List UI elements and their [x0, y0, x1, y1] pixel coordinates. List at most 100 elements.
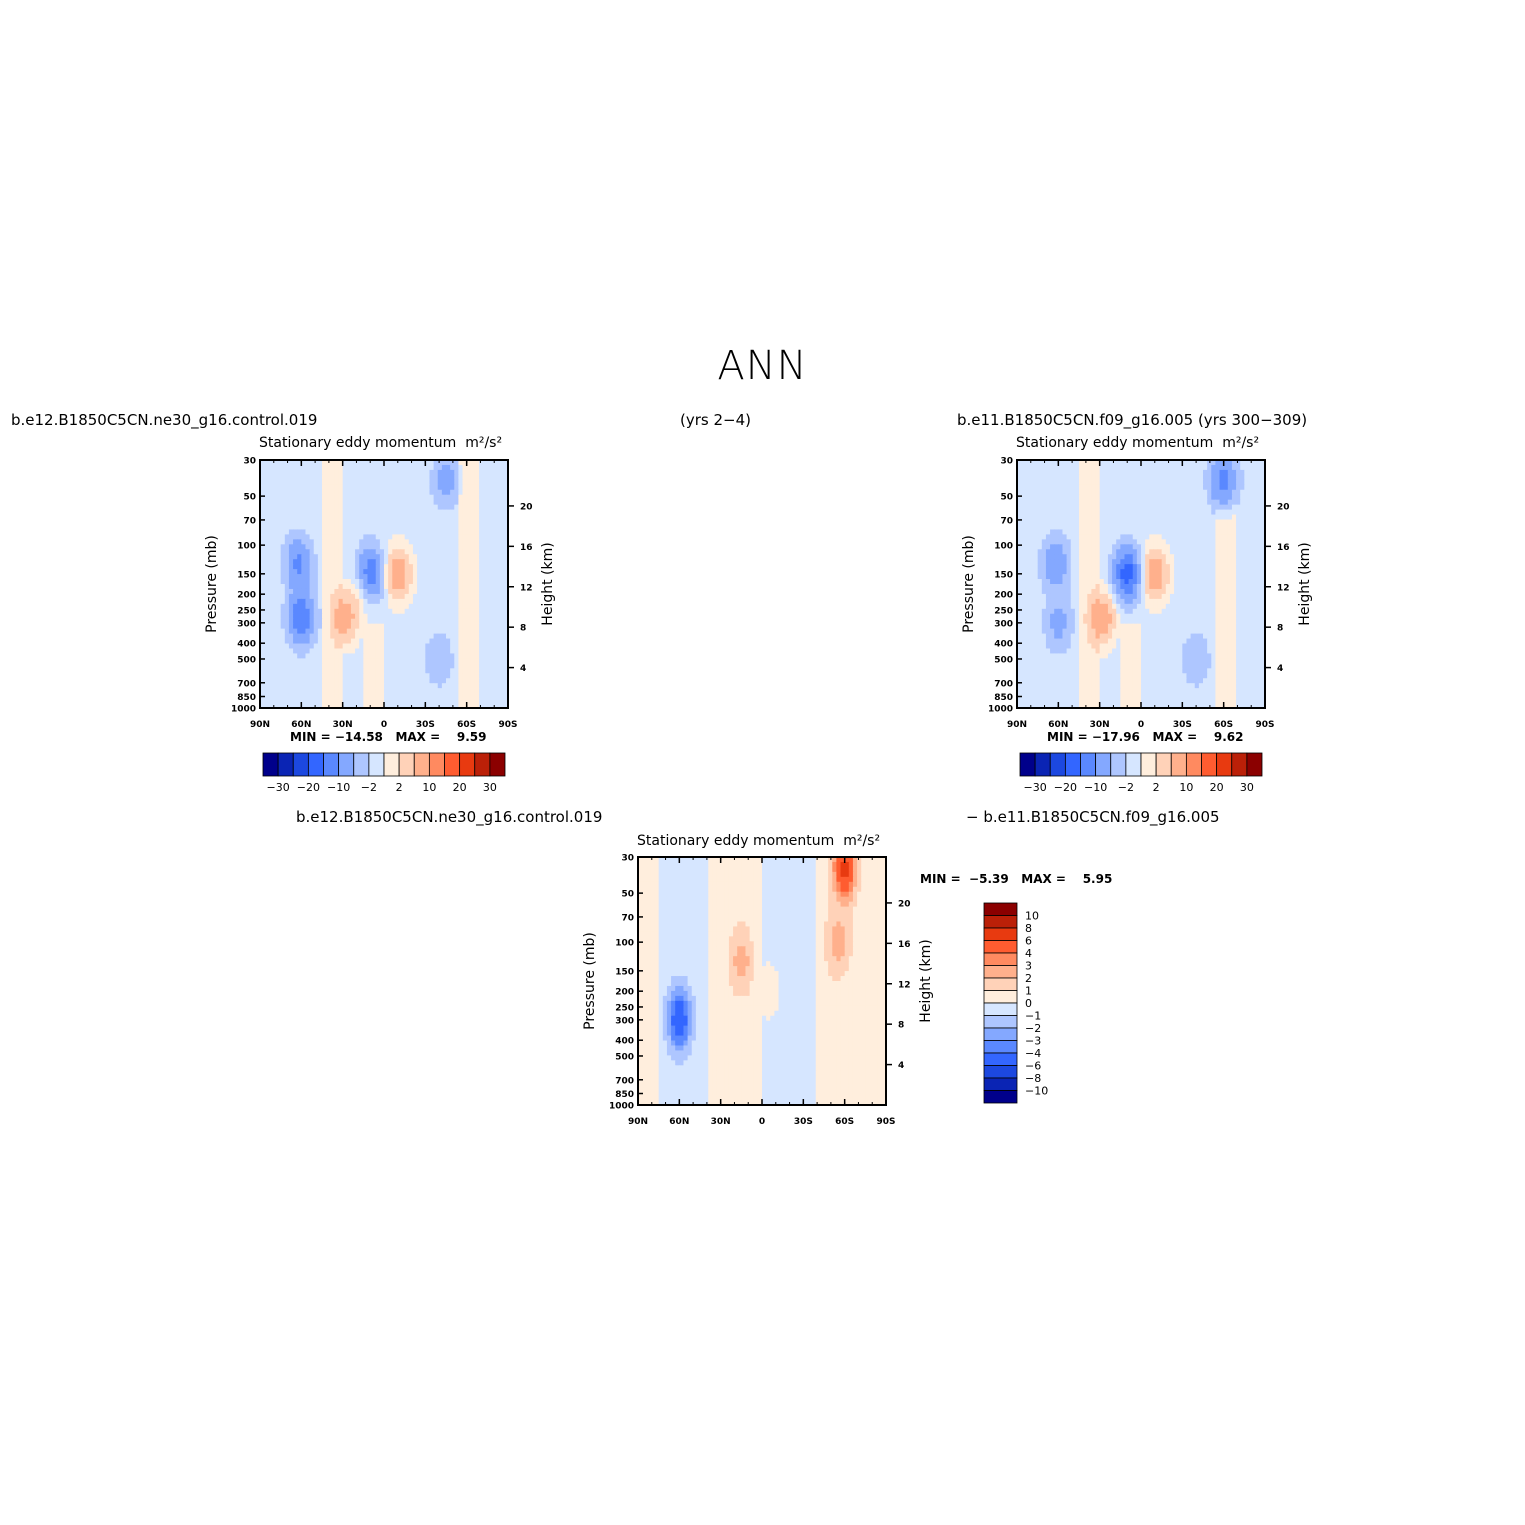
contour-cell — [1128, 584, 1134, 590]
contour-cell — [1017, 499, 1022, 506]
contour-cell — [1058, 554, 1064, 560]
contour-cell — [1017, 504, 1022, 511]
contour-cell — [313, 539, 319, 545]
contour-cell — [441, 623, 447, 630]
contour-cell — [1079, 564, 1084, 570]
contour-cell — [1145, 489, 1150, 496]
contour-cell — [454, 514, 459, 521]
contour-cell — [1240, 608, 1245, 615]
contour-cell — [1128, 574, 1134, 580]
contour-cell — [495, 628, 501, 635]
contour-cell — [1211, 549, 1216, 555]
contour-cell — [1058, 579, 1064, 585]
contour-cell — [1037, 514, 1043, 521]
contour-cell — [417, 603, 422, 610]
contour-cell — [400, 598, 406, 605]
contour-cell — [1256, 529, 1262, 535]
contour-cell — [1116, 574, 1121, 580]
contour-cell — [470, 584, 476, 590]
contour-cell — [474, 489, 480, 496]
contour-cell — [322, 678, 327, 684]
contour-cell — [1236, 494, 1241, 501]
contour-cell — [1066, 474, 1072, 481]
contour-cell — [371, 638, 377, 645]
contour-cell — [1041, 479, 1047, 486]
contour-cell — [322, 494, 327, 501]
contour-cell — [458, 628, 464, 635]
contour-cell — [1029, 574, 1035, 580]
contour-cell — [1219, 519, 1225, 526]
contour-cell — [371, 519, 377, 526]
contour-cell — [293, 643, 298, 650]
contour-cell — [479, 519, 484, 526]
contour-cell — [1025, 544, 1030, 550]
contour-cell — [317, 653, 323, 659]
contour-cell — [1025, 584, 1030, 590]
contour-cell — [1120, 460, 1126, 466]
contour-cell — [425, 469, 431, 476]
contour-cell — [1194, 489, 1200, 496]
contour-cell — [1153, 574, 1159, 580]
contour-cell — [1182, 608, 1188, 615]
contour-cell — [284, 569, 290, 575]
contour-cell — [1103, 588, 1109, 595]
contour-cell — [1260, 469, 1266, 476]
contour-cell — [1211, 529, 1216, 535]
contour-cell — [1198, 494, 1204, 501]
contour-cell — [1174, 608, 1179, 615]
contour-cell — [1054, 494, 1059, 501]
contour-cell — [417, 648, 422, 655]
contour-cell — [1186, 529, 1192, 535]
contour-cell — [359, 703, 364, 709]
contour-cell — [384, 579, 389, 585]
contour-cell — [1070, 529, 1076, 535]
x-tick-label: 90N — [250, 720, 270, 730]
contour-cell — [297, 479, 302, 486]
contour-cell — [433, 549, 439, 555]
contour-cell — [375, 618, 381, 625]
contour-cell — [326, 663, 331, 669]
contour-cell — [1124, 504, 1130, 511]
contour-cell — [338, 504, 344, 511]
contour-cell — [326, 559, 331, 565]
contour-cell — [1079, 603, 1084, 610]
contour-cell — [384, 628, 389, 635]
contour-cell — [1161, 549, 1167, 555]
contour-cell — [1203, 489, 1208, 496]
contour-cell — [1124, 534, 1130, 540]
contour-cell — [479, 584, 484, 590]
contour-cell — [470, 668, 476, 674]
contour-cell — [293, 489, 298, 496]
contour-cell — [400, 628, 406, 635]
contour-cell — [1033, 554, 1039, 560]
contour-cell — [313, 474, 319, 481]
contour-cell — [1211, 564, 1216, 570]
contour-cell — [417, 633, 422, 640]
contour-cell — [479, 474, 484, 481]
contour-cell — [1091, 539, 1097, 545]
contour-cell — [487, 613, 493, 620]
contour-cell — [338, 663, 344, 669]
contour-cell — [288, 554, 294, 560]
contour-cell — [1203, 479, 1208, 486]
contour-cell — [466, 673, 472, 679]
contour-cell — [1107, 593, 1113, 600]
contour-cell — [363, 509, 369, 516]
contour-cell — [1161, 479, 1167, 486]
contour-cell — [1240, 569, 1245, 575]
contour-cell — [392, 638, 397, 645]
contour-cell — [379, 569, 385, 575]
contour-cell — [350, 559, 356, 565]
contour-cell — [359, 693, 364, 699]
contour-cell — [342, 494, 348, 501]
contour-cell — [392, 633, 397, 640]
contour-cell — [334, 569, 340, 575]
contour-cell — [388, 464, 393, 471]
contour-cell — [450, 549, 455, 555]
contour-cell — [268, 588, 273, 595]
contour-cell — [371, 494, 377, 501]
contour-cell — [1182, 524, 1188, 531]
contour-cell — [268, 633, 273, 640]
contour-cell — [417, 514, 422, 521]
contour-cell — [280, 489, 286, 496]
